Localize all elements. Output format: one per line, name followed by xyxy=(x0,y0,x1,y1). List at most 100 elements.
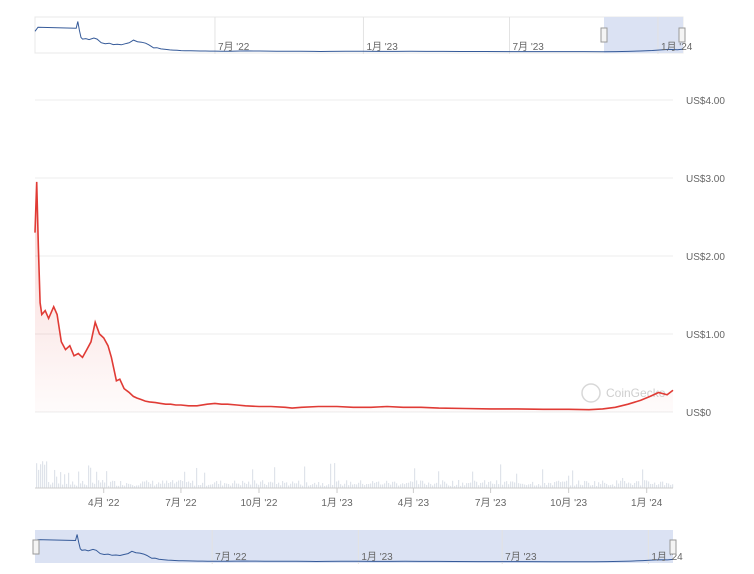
navigator-bottom-handle-left[interactable] xyxy=(32,539,40,555)
volume-bar xyxy=(460,485,462,488)
volume-bar xyxy=(172,480,174,488)
volume-bar xyxy=(384,483,386,488)
volume-bar xyxy=(286,482,288,488)
volume-bar xyxy=(236,483,238,488)
volume-bar xyxy=(344,483,346,488)
volume-bar xyxy=(424,483,426,488)
volume-bar xyxy=(356,484,358,488)
volume-bar xyxy=(598,482,600,488)
volume-bar xyxy=(98,480,100,488)
volume-bar xyxy=(74,484,76,488)
volume-bar xyxy=(534,485,536,488)
volume-bar xyxy=(360,480,362,488)
volume-bar xyxy=(108,485,110,488)
volume-bar xyxy=(158,482,160,488)
navigator-bottom[interactable]: 7月 '22 1月 '23 7月 '23 1月 '24 xyxy=(32,530,683,564)
volume-bar xyxy=(396,483,398,488)
volume-bar xyxy=(470,482,472,488)
volume-bar xyxy=(550,483,552,488)
volume-bar xyxy=(184,471,186,488)
volume-bar xyxy=(340,484,342,488)
volume-bar xyxy=(592,485,594,488)
volume-bar xyxy=(426,484,428,488)
volume-bar xyxy=(76,485,78,488)
volume-bar xyxy=(160,483,162,488)
volume-bar xyxy=(206,485,208,488)
volume-bar xyxy=(402,483,404,488)
volume-bar xyxy=(420,480,422,488)
navigator-top-selection[interactable] xyxy=(604,17,683,53)
volume-bar xyxy=(232,483,234,488)
volume-bar xyxy=(430,483,432,488)
volume-bar xyxy=(104,482,106,488)
volume-bar xyxy=(458,480,460,488)
volume-bar xyxy=(510,481,512,488)
volume-bar xyxy=(400,484,402,488)
volume-bar xyxy=(256,483,258,488)
volume-bar xyxy=(504,481,506,488)
volume-bar xyxy=(542,469,544,488)
navigator-top-handle-right[interactable] xyxy=(678,27,686,43)
volume-bar xyxy=(270,481,272,488)
volume-bar xyxy=(282,481,284,488)
navigator-bottom-selection[interactable] xyxy=(35,530,673,563)
volume-bar xyxy=(500,464,502,488)
volume-bar xyxy=(144,481,146,488)
volume-bar xyxy=(124,485,126,488)
navigator-top-handle-left[interactable] xyxy=(600,27,608,43)
volume-bar xyxy=(332,484,334,488)
navigator-bottom-handle-right[interactable] xyxy=(669,539,677,555)
volume-bar xyxy=(648,481,650,488)
volume-bar xyxy=(390,484,392,488)
volume-bar xyxy=(398,485,400,488)
volume-bar xyxy=(296,483,298,488)
volume-bar xyxy=(310,485,312,488)
volume-bar xyxy=(672,484,674,488)
volume-bar xyxy=(612,484,614,488)
volume-bar xyxy=(188,481,190,488)
volume-bar xyxy=(654,482,656,488)
volume-bar xyxy=(170,481,172,488)
volume-bar xyxy=(412,481,414,488)
volume-bar xyxy=(652,483,654,488)
volume-bar xyxy=(564,481,566,488)
volume-bar xyxy=(492,483,494,488)
volume-bar xyxy=(418,484,420,488)
volume-bar xyxy=(82,480,84,488)
volume-bar xyxy=(208,484,210,488)
volume-bar xyxy=(100,482,102,488)
volume-bar xyxy=(444,481,446,488)
volume-bar xyxy=(142,481,144,488)
volume-bar xyxy=(182,481,184,488)
volume-bar xyxy=(178,480,180,488)
volume-bar xyxy=(88,465,90,488)
volume-bar xyxy=(516,473,518,488)
volume-bar xyxy=(222,485,224,488)
volume-bar xyxy=(394,481,396,488)
volume-bar xyxy=(568,475,570,488)
volume-bar xyxy=(190,482,192,488)
volume-bar xyxy=(640,485,642,488)
volume-bar xyxy=(72,481,74,488)
y-tick-label: US$0 xyxy=(686,408,711,419)
navigator-label: 7月 '23 xyxy=(505,551,537,563)
volume-bar xyxy=(566,480,568,488)
volume-bar xyxy=(594,481,596,488)
volume-bar xyxy=(214,482,216,488)
price-area xyxy=(35,181,673,412)
grid-lines xyxy=(35,99,673,413)
volume-bar xyxy=(260,481,262,488)
volume-bar xyxy=(524,484,526,488)
volume-bar xyxy=(280,485,282,488)
volume-bar xyxy=(622,477,624,488)
volume-bar xyxy=(312,484,314,488)
volume-bar xyxy=(386,480,388,488)
volume-bar xyxy=(484,480,486,488)
volume-bar xyxy=(432,485,434,488)
volume-bar xyxy=(40,464,42,488)
volume-bar xyxy=(428,482,430,488)
volume-bar xyxy=(576,484,578,488)
volume-bar xyxy=(410,481,412,488)
navigator-top[interactable]: 7月 '22 1月 '23 7月 '23 1月 '24 xyxy=(34,16,693,54)
volume-bar xyxy=(288,485,290,488)
